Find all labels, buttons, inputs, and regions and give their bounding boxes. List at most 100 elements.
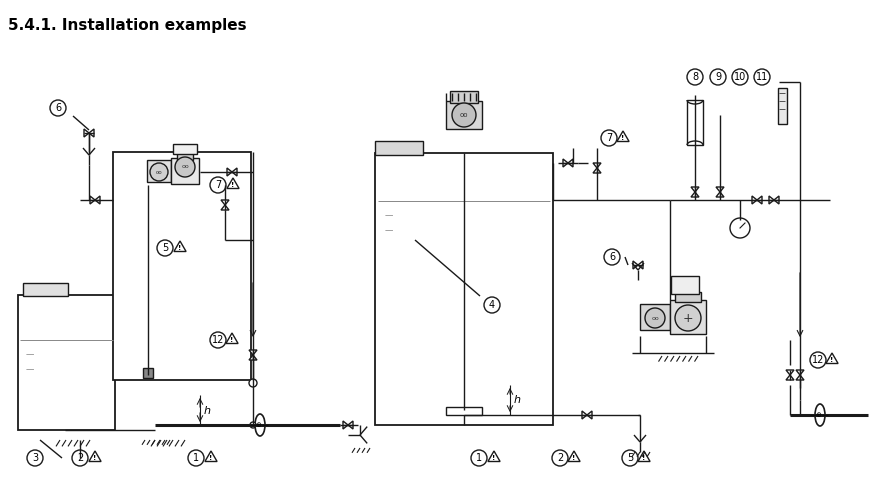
Text: 6: 6 [55, 103, 61, 113]
Polygon shape [89, 129, 94, 137]
Bar [778, 88, 787, 124]
Polygon shape [488, 451, 500, 461]
Polygon shape [752, 196, 757, 204]
Polygon shape [826, 353, 838, 364]
Circle shape [732, 69, 748, 85]
Polygon shape [796, 370, 804, 375]
Circle shape [452, 103, 476, 127]
Text: 1: 1 [193, 453, 199, 463]
Circle shape [552, 450, 568, 466]
Text: 11: 11 [756, 72, 768, 82]
Circle shape [150, 163, 168, 181]
Text: —: — [26, 366, 34, 374]
Polygon shape [232, 168, 237, 176]
Text: 9: 9 [715, 72, 721, 82]
Circle shape [601, 130, 617, 146]
Text: 5: 5 [627, 453, 633, 463]
Text: 7: 7 [215, 180, 221, 190]
Text: !: ! [231, 183, 235, 188]
Circle shape [249, 379, 257, 387]
Polygon shape [617, 131, 629, 142]
Bar [671, 276, 699, 294]
Text: 12: 12 [812, 355, 825, 365]
Circle shape [175, 157, 195, 177]
Polygon shape [343, 421, 348, 429]
Polygon shape [769, 196, 774, 204]
Circle shape [810, 352, 826, 368]
Text: 2: 2 [557, 453, 563, 463]
Ellipse shape [255, 414, 265, 436]
Text: h: h [514, 395, 521, 405]
Text: —⊕—: —⊕— [810, 412, 830, 418]
Polygon shape [221, 200, 229, 205]
Bar [640, 304, 670, 330]
Bar [18, 295, 115, 430]
Polygon shape [249, 350, 257, 355]
Polygon shape [691, 187, 699, 192]
Circle shape [645, 308, 665, 328]
Polygon shape [633, 261, 638, 269]
Circle shape [687, 69, 703, 85]
Circle shape [188, 450, 204, 466]
Circle shape [754, 69, 770, 85]
Polygon shape [95, 196, 100, 204]
Polygon shape [174, 241, 186, 251]
Circle shape [471, 450, 487, 466]
Text: !: ! [493, 456, 495, 461]
Circle shape [210, 177, 226, 193]
Text: !: ! [831, 357, 833, 364]
Text: 4: 4 [489, 300, 495, 310]
Polygon shape [786, 370, 794, 375]
Text: !: ! [179, 246, 181, 251]
Polygon shape [568, 451, 580, 461]
Circle shape [72, 450, 88, 466]
Bar [173, 144, 197, 154]
Polygon shape [593, 168, 601, 173]
Text: oo: oo [459, 112, 468, 118]
Text: 12: 12 [212, 335, 224, 345]
Polygon shape [205, 451, 217, 461]
Polygon shape [563, 159, 568, 167]
Circle shape [622, 450, 638, 466]
Bar [675, 292, 701, 302]
Polygon shape [774, 196, 779, 204]
Polygon shape [716, 187, 724, 192]
Polygon shape [638, 261, 643, 269]
Polygon shape [638, 451, 650, 461]
Circle shape [250, 422, 256, 428]
Circle shape [730, 218, 750, 238]
Text: 7: 7 [605, 133, 612, 143]
Text: !: ! [231, 338, 233, 343]
Polygon shape [227, 178, 239, 188]
Circle shape [675, 305, 701, 331]
Circle shape [604, 249, 620, 265]
Bar [171, 158, 199, 184]
Bar [446, 407, 482, 415]
Bar [113, 152, 251, 380]
Ellipse shape [815, 404, 825, 426]
Bar [143, 368, 153, 378]
Circle shape [710, 69, 726, 85]
Polygon shape [226, 333, 238, 343]
Text: 2: 2 [77, 453, 83, 463]
Text: oo: oo [156, 170, 163, 175]
Polygon shape [227, 168, 232, 176]
Bar [375, 153, 553, 425]
Bar [670, 300, 706, 334]
Text: 10: 10 [734, 72, 746, 82]
Text: !: ! [572, 456, 576, 461]
Text: !: ! [209, 456, 213, 461]
Polygon shape [568, 159, 573, 167]
Text: !: ! [621, 135, 625, 141]
Text: —: — [26, 350, 34, 360]
Text: —: — [385, 211, 393, 220]
Polygon shape [716, 192, 724, 197]
Bar [23, 283, 68, 296]
Text: 5: 5 [162, 243, 168, 253]
Polygon shape [582, 411, 587, 419]
Circle shape [210, 332, 226, 348]
Text: !: ! [93, 456, 97, 461]
Text: +: + [683, 311, 693, 325]
Circle shape [27, 450, 43, 466]
Bar [147, 160, 171, 182]
